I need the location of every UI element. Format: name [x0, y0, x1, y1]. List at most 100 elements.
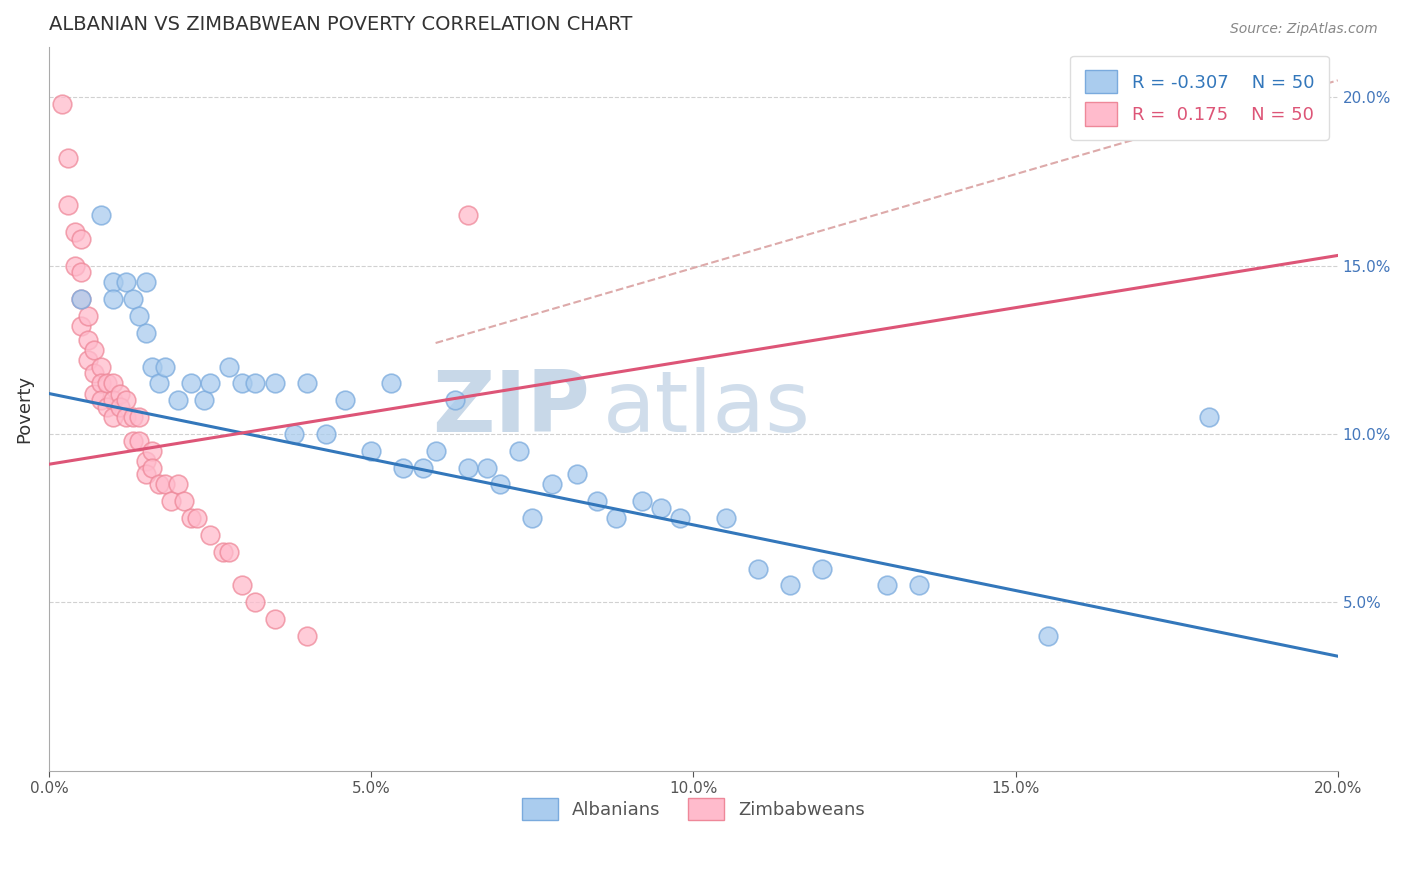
Point — [489, 477, 512, 491]
Point — [153, 359, 176, 374]
Point — [392, 460, 415, 475]
Point — [135, 467, 157, 482]
Point — [141, 460, 163, 475]
Text: ALBANIAN VS ZIMBABWEAN POVERTY CORRELATION CHART: ALBANIAN VS ZIMBABWEAN POVERTY CORRELATI… — [49, 15, 633, 34]
Point — [295, 376, 318, 391]
Point — [121, 292, 143, 306]
Point — [76, 333, 98, 347]
Point — [198, 376, 221, 391]
Point — [76, 352, 98, 367]
Point — [121, 410, 143, 425]
Y-axis label: Poverty: Poverty — [15, 375, 32, 442]
Point — [180, 376, 202, 391]
Point — [585, 494, 607, 508]
Point — [70, 292, 93, 306]
Point — [128, 410, 150, 425]
Point — [103, 410, 125, 425]
Point — [315, 426, 337, 441]
Point — [135, 454, 157, 468]
Point — [263, 376, 285, 391]
Point — [89, 359, 111, 374]
Point — [96, 400, 118, 414]
Point — [457, 460, 479, 475]
Point — [70, 232, 93, 246]
Point — [128, 434, 150, 448]
Text: ZIP: ZIP — [433, 368, 591, 450]
Point — [63, 225, 86, 239]
Point — [96, 376, 118, 391]
Point — [148, 376, 170, 391]
Point — [166, 393, 188, 408]
Point — [121, 434, 143, 448]
Point — [714, 511, 737, 525]
Point — [908, 578, 931, 592]
Point — [153, 477, 176, 491]
Point — [243, 376, 266, 391]
Point — [76, 309, 98, 323]
Point — [218, 545, 240, 559]
Point — [103, 393, 125, 408]
Point — [218, 359, 240, 374]
Point — [650, 501, 672, 516]
Point — [1198, 410, 1220, 425]
Point — [58, 198, 80, 212]
Point — [412, 460, 434, 475]
Point — [135, 326, 157, 340]
Point — [380, 376, 402, 391]
Point — [335, 393, 357, 408]
Point — [669, 511, 692, 525]
Point — [198, 528, 221, 542]
Point — [51, 96, 73, 111]
Point — [444, 393, 467, 408]
Point — [141, 359, 163, 374]
Point — [360, 443, 382, 458]
Point — [103, 276, 125, 290]
Point — [605, 511, 627, 525]
Point — [811, 561, 834, 575]
Point — [876, 578, 898, 592]
Point — [475, 460, 498, 475]
Point — [108, 400, 131, 414]
Point — [457, 208, 479, 222]
Point — [567, 467, 589, 482]
Point — [160, 494, 183, 508]
Text: atlas: atlas — [603, 368, 811, 450]
Point — [173, 494, 195, 508]
Point — [89, 376, 111, 391]
Point — [89, 393, 111, 408]
Point — [115, 276, 138, 290]
Point — [522, 511, 544, 525]
Point — [141, 443, 163, 458]
Point — [103, 292, 125, 306]
Point — [1036, 629, 1059, 643]
Point — [243, 595, 266, 609]
Point — [135, 276, 157, 290]
Point — [83, 343, 105, 357]
Point — [212, 545, 235, 559]
Point — [83, 386, 105, 401]
Point — [166, 477, 188, 491]
Point — [108, 386, 131, 401]
Legend: Albanians, Zimbabweans: Albanians, Zimbabweans — [515, 790, 872, 827]
Point — [186, 511, 208, 525]
Point — [231, 376, 253, 391]
Point — [128, 309, 150, 323]
Point — [180, 511, 202, 525]
Point — [231, 578, 253, 592]
Point — [295, 629, 318, 643]
Point — [115, 393, 138, 408]
Point — [540, 477, 562, 491]
Point — [63, 259, 86, 273]
Point — [70, 292, 93, 306]
Point — [148, 477, 170, 491]
Point — [425, 443, 447, 458]
Point — [83, 367, 105, 381]
Point — [630, 494, 652, 508]
Point — [115, 410, 138, 425]
Point — [103, 376, 125, 391]
Point — [58, 151, 80, 165]
Text: Source: ZipAtlas.com: Source: ZipAtlas.com — [1230, 22, 1378, 37]
Point — [283, 426, 305, 441]
Point — [70, 319, 93, 334]
Point — [263, 612, 285, 626]
